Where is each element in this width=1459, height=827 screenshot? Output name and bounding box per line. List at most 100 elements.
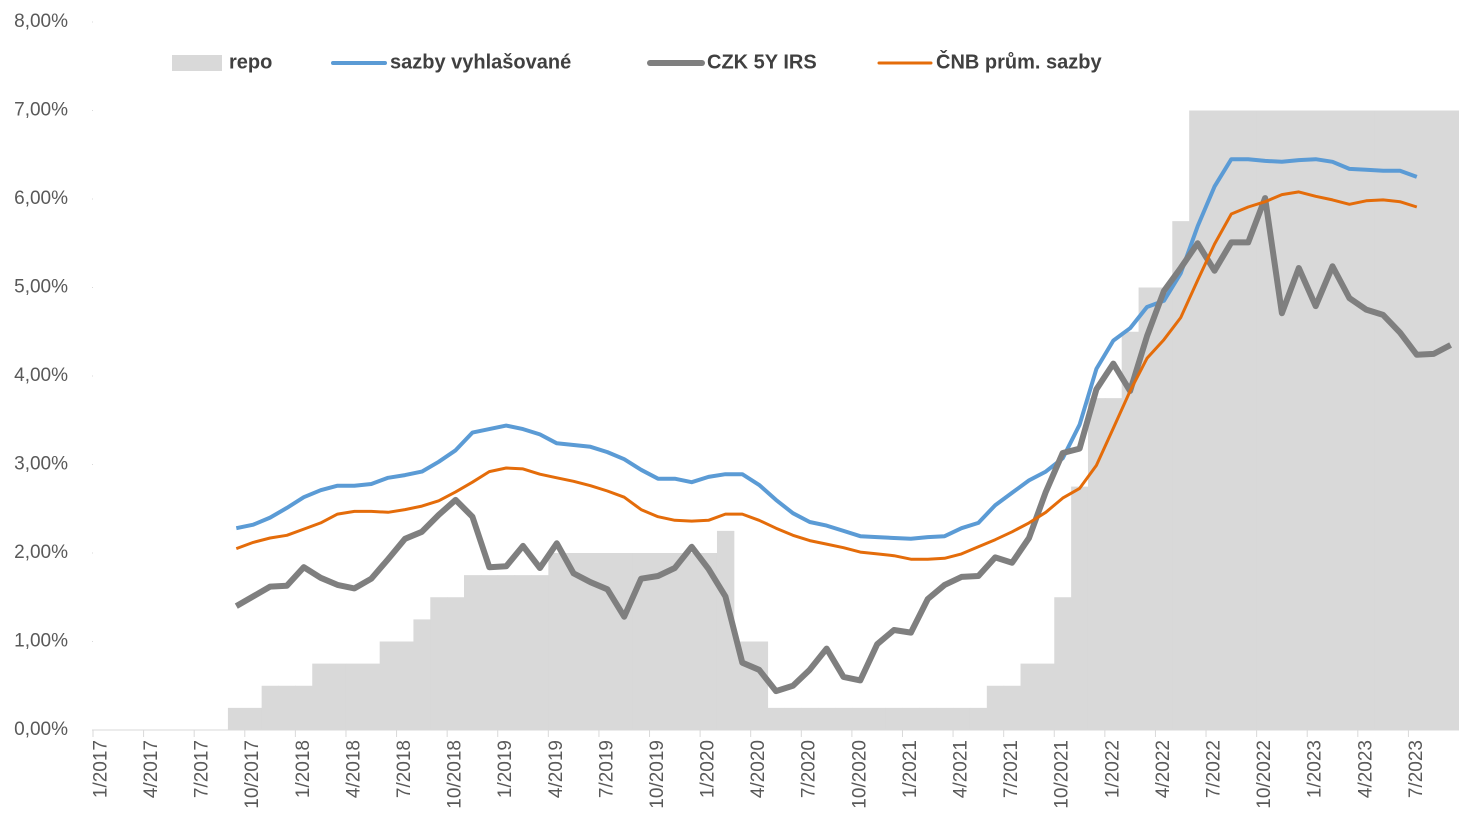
repo-step — [1104, 398, 1123, 730]
repo-step — [497, 575, 516, 730]
repo-step — [1222, 110, 1241, 730]
x-tick-label: 4/2017 — [141, 740, 162, 798]
x-tick-label: 10/2018 — [445, 740, 466, 809]
legend-label: repo — [229, 51, 272, 73]
repo-step — [1054, 597, 1072, 730]
x-tick-label: 7/2022 — [1203, 740, 1224, 798]
legend-swatch — [172, 55, 222, 71]
repo-step — [1357, 110, 1376, 730]
y-tick-label: 4,00% — [14, 365, 68, 386]
repo-step — [582, 553, 600, 730]
repo-step — [700, 553, 718, 730]
x-tick-label: 1/2020 — [698, 740, 719, 798]
series-line — [235, 157, 1418, 541]
repo-step — [1003, 685, 1022, 730]
x-tick-label: 7/2020 — [799, 740, 820, 798]
series-line — [234, 195, 1452, 695]
repo-step — [1239, 110, 1258, 730]
repo-step — [683, 553, 701, 730]
x-tick-label: 7/2021 — [1001, 740, 1022, 798]
x-tick-label: 1/2018 — [293, 740, 314, 798]
repo-step — [565, 553, 583, 730]
legend-label: sazby vyhlašované — [390, 51, 571, 73]
repo-step — [1324, 110, 1342, 730]
repo-step — [1138, 287, 1156, 730]
repo-step — [649, 553, 667, 730]
repo-step — [227, 707, 246, 730]
repo-step — [868, 707, 887, 730]
x-tick-label: 10/2021 — [1052, 740, 1073, 809]
repo-step — [329, 663, 347, 730]
repo-step — [969, 707, 988, 730]
repo-step — [295, 685, 313, 730]
repo-step — [1374, 110, 1393, 730]
repo-step — [396, 641, 414, 730]
x-tick-label: 1/2017 — [90, 740, 111, 798]
repo-step — [548, 553, 566, 730]
repo-step — [919, 707, 937, 730]
repo-step — [312, 663, 330, 730]
repo-step — [851, 707, 870, 730]
repo-step — [244, 707, 263, 730]
repo-step — [767, 707, 785, 730]
repo-step — [1020, 663, 1038, 730]
x-tick-label: 4/2020 — [748, 740, 769, 798]
x-tick-label: 7/2017 — [192, 740, 213, 798]
repo-step — [835, 707, 853, 730]
x-tick-label: 4/2018 — [343, 740, 364, 798]
repo-step — [1340, 110, 1359, 730]
x-tick-label: 1/2023 — [1305, 740, 1326, 798]
series-line — [235, 190, 1418, 561]
repo-step — [413, 619, 431, 730]
x-tick-label: 7/2023 — [1406, 740, 1427, 798]
y-tick-label: 8,00% — [14, 11, 68, 32]
repo-step — [632, 553, 651, 730]
repo-step — [362, 663, 381, 730]
repo-step — [818, 707, 836, 730]
repo-step — [447, 597, 465, 730]
y-tick-label: 0,00% — [14, 719, 68, 740]
repo-step — [1425, 110, 1443, 730]
repo-step — [1172, 221, 1190, 730]
repo-step — [750, 641, 769, 730]
x-tick-label: 4/2023 — [1355, 740, 1376, 798]
repo-step — [986, 685, 1005, 730]
x-tick-label: 10/2019 — [647, 740, 668, 809]
x-tick-label: 10/2022 — [1254, 740, 1275, 809]
repo-step — [531, 575, 549, 730]
repo-step — [885, 707, 903, 730]
repo-step — [379, 641, 398, 730]
repo-step — [716, 530, 735, 730]
repo-step — [1408, 110, 1426, 730]
y-tick-label: 6,00% — [14, 188, 68, 209]
repo-step — [1442, 110, 1459, 730]
y-tick-label: 3,00% — [14, 454, 68, 475]
repo-step — [598, 553, 617, 730]
repo-step — [615, 553, 634, 730]
x-tick-label: 10/2020 — [849, 740, 870, 809]
repo-step — [1391, 110, 1409, 730]
y-tick-label: 7,00% — [14, 100, 68, 121]
x-tick-label: 4/2021 — [951, 740, 972, 798]
repo-step — [1290, 110, 1308, 730]
repo-step — [1071, 486, 1089, 730]
repo-step — [1037, 663, 1055, 730]
repo-step — [1273, 110, 1291, 730]
y-tick-label: 1,00% — [14, 631, 68, 652]
repo-step — [953, 707, 971, 730]
x-tick-label: 1/2022 — [1102, 740, 1123, 798]
repo-step — [514, 575, 532, 730]
x-tick-label: 7/2018 — [394, 740, 415, 798]
repo-step — [1087, 398, 1106, 730]
x-tick-label: 4/2019 — [546, 740, 567, 798]
repo-step — [936, 707, 954, 730]
x-tick-label: 1/2019 — [495, 740, 516, 798]
repo-step — [345, 663, 364, 730]
repo-step — [801, 707, 819, 730]
repo-step — [784, 707, 802, 730]
x-tick-label: 7/2019 — [596, 740, 617, 798]
x-tick-label: 1/2021 — [900, 740, 921, 798]
repo-step — [1155, 287, 1173, 730]
repo-step — [480, 575, 499, 730]
